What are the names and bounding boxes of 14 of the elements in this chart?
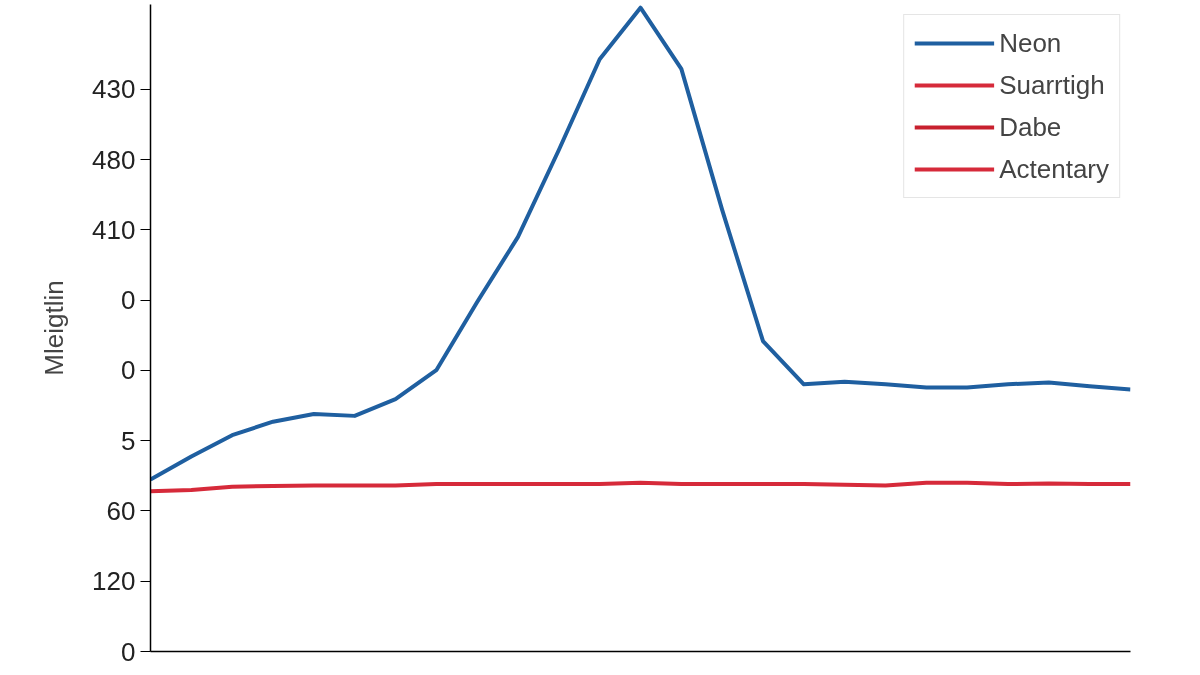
text: 410	[92, 214, 136, 245]
text: 430	[92, 74, 136, 105]
legend-label: Suarrtigh	[999, 68, 1105, 102]
text: 480	[92, 144, 136, 175]
legend-label: Dabe	[999, 110, 1062, 144]
legend-label: Actentary	[999, 152, 1109, 186]
text: 0	[121, 355, 136, 386]
y-axis-title: Mleigtlin	[39, 280, 70, 376]
text: 120	[92, 566, 136, 597]
text: 5	[121, 425, 136, 456]
legend-label: Neon	[999, 26, 1062, 60]
text: 0	[121, 285, 136, 316]
text: 60	[106, 495, 136, 526]
text: 0	[121, 636, 136, 667]
